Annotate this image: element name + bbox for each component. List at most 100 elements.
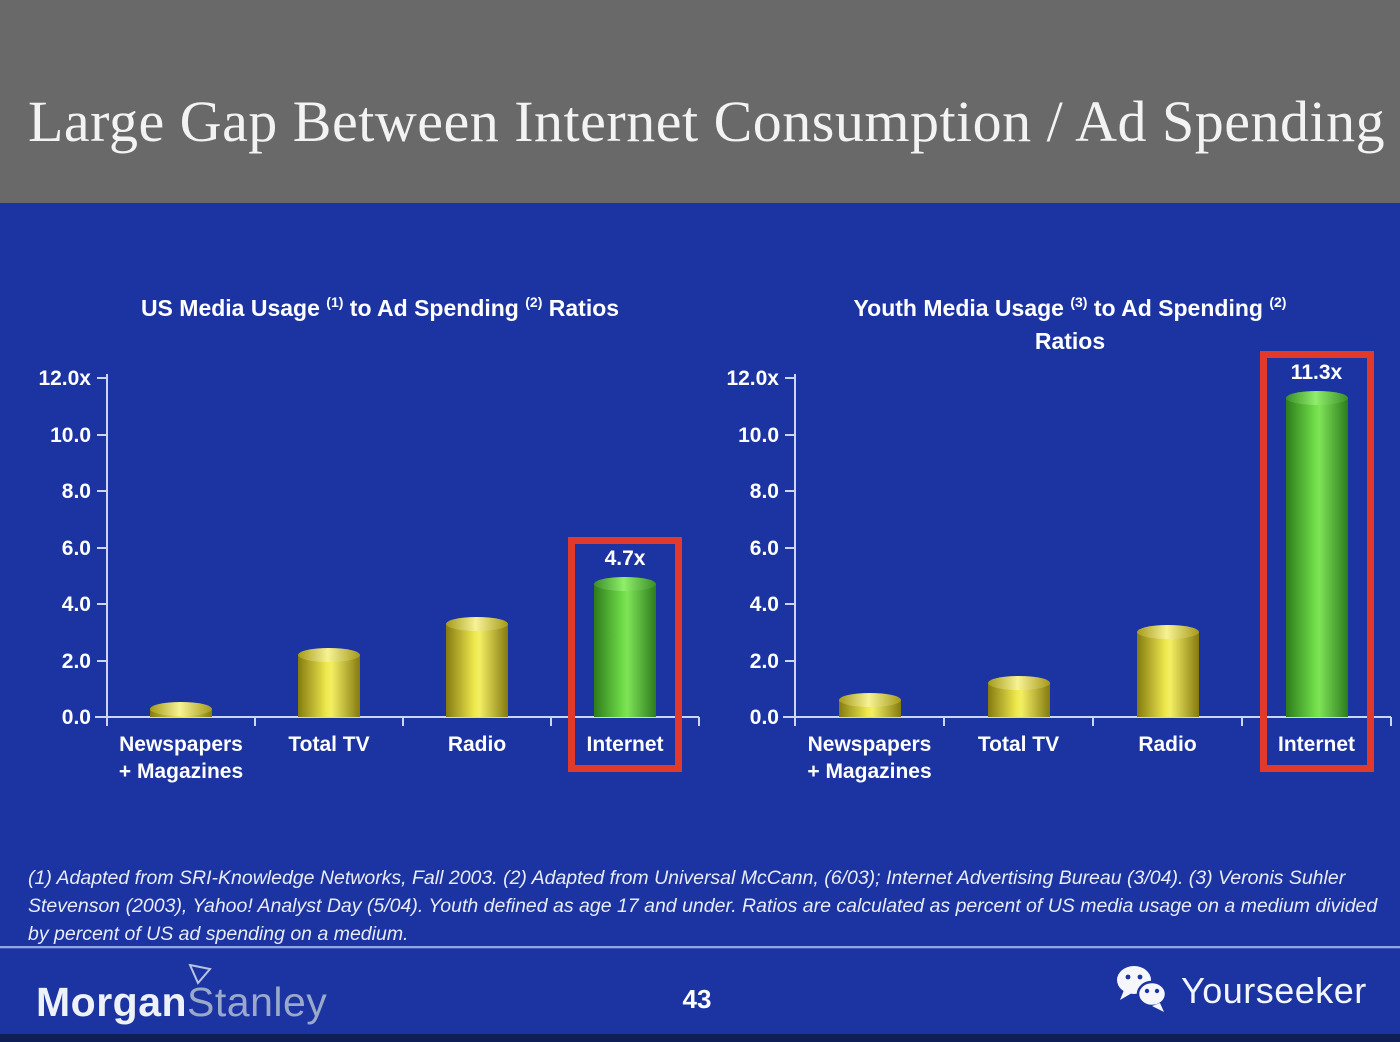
y-tick-label: 12.0x	[726, 367, 779, 390]
y-tick-label: 6.0	[61, 536, 91, 560]
x-category-label: Radio	[367, 731, 587, 758]
x-category-label-line: Internet	[586, 733, 664, 756]
bar-cap	[838, 693, 901, 708]
highlight-box	[568, 537, 682, 772]
footnote: (1) Adapted from SRI-Knowledge Networks,…	[28, 867, 1378, 945]
bar	[838, 693, 901, 717]
x-tick	[698, 717, 700, 726]
x-category-label-line: Radio	[447, 733, 507, 756]
bar-cap	[150, 701, 212, 716]
y-tick	[97, 377, 106, 379]
bar-cap	[987, 676, 1050, 691]
y-tick	[785, 546, 794, 549]
y-tick-label: 10.0	[50, 423, 91, 447]
y-tick-label: 8.0	[61, 480, 91, 503]
x-tick	[1241, 717, 1243, 726]
x-tick	[1390, 717, 1392, 726]
chart-title-text: Ratios	[542, 295, 620, 321]
highlight-box	[1259, 350, 1374, 772]
bar-value-label: 4.7x	[604, 547, 646, 571]
x-tick	[943, 717, 945, 726]
x-category-label: Total TV	[909, 731, 1129, 758]
page-number: 43	[682, 984, 712, 1014]
y-tick	[785, 659, 794, 662]
chart-title-line2: Ratios	[1034, 328, 1106, 354]
footnote-ref: (2)	[525, 294, 543, 310]
bar	[1285, 390, 1348, 717]
plot-area-youth: 12.0x 10.0 8.0 6.0 4.0 2.0 0.0 Newspapers + Maga…	[726, 350, 1392, 783]
x-category-label-line: Newspapers	[119, 733, 243, 756]
x-tick	[254, 717, 256, 726]
bar	[298, 647, 360, 717]
morgan-stanley-flag-icon	[188, 964, 212, 985]
y-tick	[97, 546, 106, 549]
brand-stanley: Stanley	[187, 979, 328, 1025]
slide-title: Large Gap Between Internet Consumption /…	[28, 89, 1386, 154]
bar-cap	[446, 616, 508, 631]
y-tick	[785, 433, 794, 436]
x-tick	[106, 717, 108, 726]
y-tick	[785, 603, 794, 605]
x-category-label-line: + Magazines	[807, 760, 932, 783]
footnote-ref: (2)	[1269, 294, 1287, 310]
x-tick	[550, 717, 552, 726]
x-tick	[794, 717, 796, 726]
bar	[1136, 625, 1199, 717]
y-tick	[97, 433, 106, 436]
x-category-label-line: Total TV	[288, 733, 370, 756]
brand-yourseeker: Yourseeker	[1181, 970, 1367, 1011]
brand-morgan: Morgan	[36, 979, 188, 1025]
x-tick	[402, 717, 404, 726]
plot-area-us: 12.0x 10.0 8.0 6.0 4.0 2.0 0.0 Newspapers + Maga…	[38, 368, 700, 783]
x-category-label: Internet	[1207, 731, 1400, 758]
chart-title-youth: Youth Media Usage (3) to Ad Spending (2)…	[760, 292, 1380, 358]
chart-title-us: US Media Usage (1) to Ad Spending (2) Ra…	[60, 292, 700, 325]
y-tick	[785, 490, 794, 492]
footer-divider	[0, 946, 1400, 949]
x-tick	[1092, 717, 1094, 726]
y-tick	[785, 716, 794, 718]
footnote-ref: (3)	[1070, 294, 1088, 310]
chart-title-text: US Media Usage	[140, 295, 327, 321]
footnote-ref: (1)	[326, 294, 344, 310]
y-tick-label: 12.0x	[38, 367, 91, 390]
x-category-label: Newspapers + Magazines	[760, 731, 980, 785]
x-category-label-line: + Magazines	[118, 760, 244, 783]
chart-title-text: to Ad Spending	[1087, 295, 1270, 321]
y-tick-label: 0.0	[61, 706, 91, 729]
bottom-strip	[0, 1034, 1400, 1042]
wechat-bubbles-icon	[1117, 966, 1168, 1012]
y-tick-label: 4.0	[749, 593, 779, 616]
bar	[594, 577, 656, 717]
x-axis-line	[95, 716, 699, 718]
y-axis-line	[106, 374, 108, 721]
slide-header: Large Gap Between Internet Consumption /…	[0, 0, 1400, 203]
chart-title-text: Youth Media Usage	[853, 295, 1071, 321]
bar	[987, 676, 1050, 717]
x-category-label-line: Total TV	[977, 733, 1060, 756]
x-category-label-line: Internet	[1277, 733, 1355, 756]
y-tick-label: 8.0	[749, 480, 779, 503]
bar-cap	[1285, 390, 1348, 405]
y-tick	[785, 377, 794, 379]
bar-value-label: 11.3x	[1290, 360, 1343, 384]
bar-cap	[1136, 625, 1199, 640]
y-tick-label: 6.0	[749, 536, 779, 560]
x-category-label: Radio	[1058, 731, 1278, 758]
morgan-stanley-logo: MorganStanley	[36, 964, 328, 1025]
bar	[150, 701, 212, 717]
y-tick-label: 2.0	[61, 649, 91, 673]
y-tick	[97, 490, 106, 492]
y-tick	[97, 603, 106, 605]
y-tick-label: 0.0	[749, 706, 779, 729]
x-category-label: Newspapers + Magazines	[71, 731, 291, 785]
y-tick	[97, 659, 106, 662]
x-category-label-line: Newspapers	[807, 733, 932, 756]
y-axis-line	[794, 374, 796, 721]
y-tick	[97, 716, 106, 718]
x-category-label-line: Radio	[1138, 733, 1197, 756]
x-category-label: Internet	[515, 731, 735, 758]
yourseeker-logo: Yourseeker	[1114, 964, 1367, 1018]
bar	[446, 616, 508, 717]
